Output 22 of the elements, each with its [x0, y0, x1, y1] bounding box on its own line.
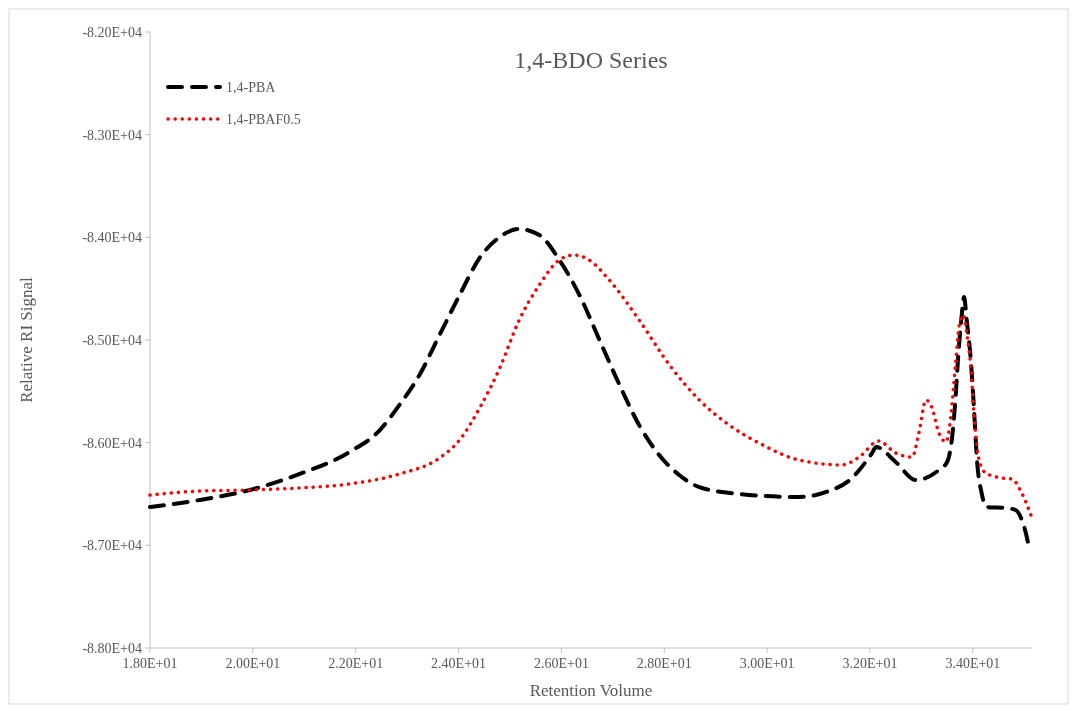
x-tick-label: 2.20E+01	[328, 656, 384, 671]
x-tick-label: 3.00E+01	[739, 656, 795, 671]
legend-label: 1,4-PBA	[226, 80, 277, 95]
y-tick-label: -8.70E+04	[82, 538, 142, 554]
y-tick-label: -8.40E+04	[82, 230, 142, 246]
x-tick-label: 3.20E+01	[842, 656, 898, 671]
x-tick-label: 2.00E+01	[225, 656, 281, 671]
x-tick-label: 2.40E+01	[431, 656, 487, 671]
y-tick-label: -8.30E+04	[82, 127, 142, 143]
line-series	[148, 253, 1034, 520]
x-axis-title: Retention Volume	[529, 681, 653, 700]
x-tick-label: 2.80E+01	[636, 656, 692, 671]
y-tick-label: -8.60E+04	[82, 435, 142, 451]
x-tick-label: 2.60E+01	[533, 656, 589, 671]
y-tick-label: -8.20E+04	[82, 25, 142, 40]
y-tick-label: -8.50E+04	[82, 333, 142, 348]
y-axis-title: Relative RI Signal	[17, 276, 36, 403]
text: 1,4-BDO Series	[514, 47, 668, 73]
x-tick-label: 3.40E+01	[945, 656, 1001, 671]
legend-label: 1,4-PBAF0.5	[226, 112, 301, 127]
y-tick-label: -8.80E+04	[82, 641, 142, 656]
x-tick-label: 1.80E+01	[122, 656, 178, 671]
